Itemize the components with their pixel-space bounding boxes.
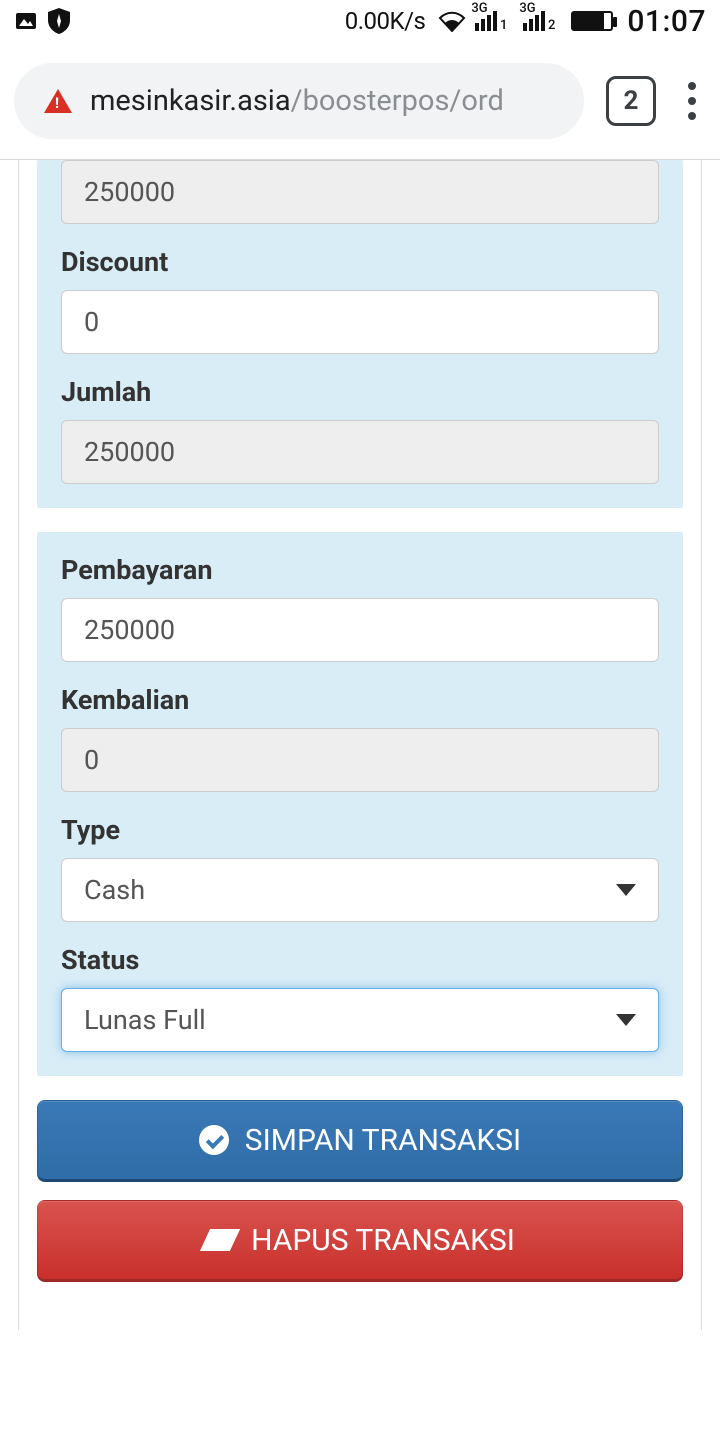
delete-transaction-button[interactable]: HAPUS TRANSAKSI [37, 1200, 683, 1282]
status-clock: 01:07 [627, 4, 706, 39]
type-label: Type [61, 814, 659, 846]
wifi-icon [437, 10, 467, 32]
subtotal-input: 250000 [61, 160, 659, 224]
jumlah-label: Jumlah [61, 376, 659, 408]
discount-input[interactable]: 0 [61, 290, 659, 354]
android-status-bar: 0.00K/s 3G 1 3G 2 01:07 [0, 0, 720, 42]
url-text: mesinkasir.asia/boosterpos/ord [90, 84, 554, 118]
pricing-panel: 250000 Discount 0 Jumlah 250000 [37, 160, 683, 508]
tabs-button[interactable]: 2 [606, 76, 656, 126]
payment-panel: Pembayaran 250000 Kembalian 0 Type Cash [37, 532, 683, 1076]
menu-button[interactable] [678, 82, 706, 120]
type-select[interactable]: Cash [61, 858, 659, 922]
shield-icon [48, 8, 70, 34]
discount-label: Discount [61, 246, 659, 278]
picture-icon [14, 9, 38, 33]
pembayaran-input[interactable]: 250000 [61, 598, 659, 662]
status-select[interactable]: Lunas Full [61, 988, 659, 1052]
chevron-down-icon [616, 1014, 636, 1026]
insecure-warning-icon [44, 89, 72, 113]
browser-toolbar: mesinkasir.asia/boosterpos/ord 2 [0, 42, 720, 160]
save-transaction-button[interactable]: SIMPAN TRANSAKSI [37, 1100, 683, 1182]
status-label: Status [61, 944, 659, 976]
sim2-signal-icon: 3G 2 [523, 11, 545, 31]
chevron-down-icon [616, 884, 636, 896]
kembalian-label: Kembalian [61, 684, 659, 716]
url-bar[interactable]: mesinkasir.asia/boosterpos/ord [14, 63, 584, 139]
tab-count-label: 2 [624, 86, 639, 116]
eraser-icon [200, 1229, 240, 1251]
delete-button-label: HAPUS TRANSAKSI [251, 1223, 515, 1258]
kembalian-input: 0 [61, 728, 659, 792]
pembayaran-label: Pembayaran [61, 554, 659, 586]
check-circle-icon [199, 1125, 229, 1155]
sim1-signal-icon: 3G 1 [475, 11, 497, 31]
network-speed: 0.00K/s [345, 7, 426, 35]
save-button-label: SIMPAN TRANSAKSI [245, 1123, 521, 1158]
jumlah-input: 250000 [61, 420, 659, 484]
form-container: 250000 Discount 0 Jumlah 250000 Pembayar… [18, 160, 702, 1330]
battery-icon [571, 11, 613, 31]
